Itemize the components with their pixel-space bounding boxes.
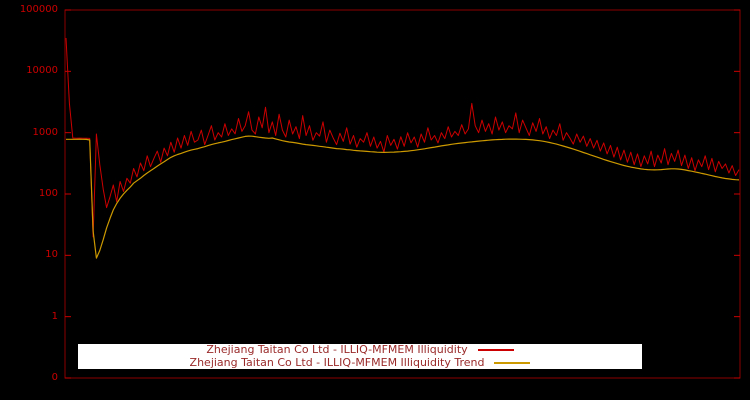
plot-border: [64, 9, 741, 379]
y-tick-label: 100: [38, 188, 58, 199]
y-tick-label: 0: [51, 372, 58, 383]
y-tick-label: 1: [51, 310, 58, 322]
y-tick-label: 10: [45, 249, 58, 261]
legend-row-trend: Zhejiang Taitan Co Ltd - ILLIQ-MFMEM Ill…: [78, 355, 642, 369]
legend-label-illiquidity: Zhejiang Taitan Co Ltd - ILLIQ-MFMEM Ill…: [206, 343, 468, 357]
legend-row-illiquidity: Zhejiang Taitan Co Ltd - ILLIQ-MFMEM Ill…: [78, 344, 642, 356]
trend-line: [66, 135, 740, 259]
legend: Zhejiang Taitan Co Ltd - ILLIQ-MFMEM Ill…: [78, 344, 642, 369]
y-tick-label: 1000: [32, 126, 58, 138]
y-tick-label: 100000: [19, 4, 58, 15]
legend-label-trend: Zhejiang Taitan Co Ltd - ILLIQ-MFMEM Ill…: [189, 355, 485, 369]
tick-marks: [65, 9, 740, 379]
illiquidity-line: [65, 37, 740, 238]
legend-swatch-trend: [494, 361, 531, 364]
y-tick-label: 10000: [26, 65, 58, 77]
legend-swatch-illiquidity: [477, 349, 514, 352]
